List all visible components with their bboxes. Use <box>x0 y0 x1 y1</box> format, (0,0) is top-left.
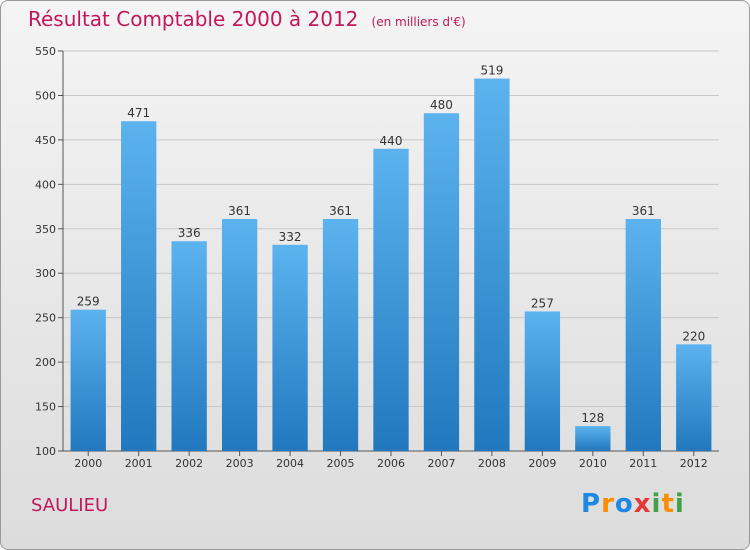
y-tick-label: 400 <box>35 178 56 191</box>
y-tick-label: 200 <box>35 356 56 369</box>
data-label: 471 <box>127 106 150 120</box>
data-label: 332 <box>279 230 302 244</box>
logo-letter: P <box>581 489 602 519</box>
bars <box>70 78 712 452</box>
x-tick-label: 2008 <box>478 457 506 470</box>
y-tick-label: 450 <box>35 134 56 147</box>
proxiti-logo: Proxiti <box>581 489 685 519</box>
logo-letter: i <box>651 489 662 519</box>
x-tick-label: 2007 <box>427 457 455 470</box>
x-tick-label: 2005 <box>327 457 355 470</box>
town-name: SAULIEU <box>31 495 109 516</box>
x-tick-label: 2011 <box>629 457 657 470</box>
x-tick-label: 2001 <box>125 457 153 470</box>
logo-letter: t <box>661 489 675 519</box>
chart-title: Résultat Comptable 2000 à 2012 (en milli… <box>28 7 466 31</box>
logo-letter: o <box>614 489 634 519</box>
y-tick-label: 500 <box>35 89 56 102</box>
bar <box>272 244 308 451</box>
y-tick-label: 300 <box>35 267 56 280</box>
data-label: 361 <box>632 204 655 218</box>
bar <box>423 113 460 451</box>
bar <box>625 219 661 451</box>
bar <box>474 78 510 452</box>
bar <box>676 344 712 451</box>
x-tick-label: 2006 <box>377 457 405 470</box>
data-label: 519 <box>480 64 503 78</box>
bar <box>221 219 258 451</box>
x-tick-label: 2000 <box>74 457 102 470</box>
logo-letter: x <box>633 489 652 519</box>
data-label: 480 <box>430 98 453 112</box>
logo-letter: i <box>674 489 685 519</box>
data-label: 259 <box>77 295 100 309</box>
chart-unit: (en milliers d'€) <box>371 15 466 29</box>
data-label: 257 <box>531 296 554 310</box>
bar <box>121 121 157 451</box>
x-tick-label: 2012 <box>680 457 708 470</box>
x-tick-label: 2010 <box>579 457 607 470</box>
data-label: 361 <box>228 204 251 218</box>
data-label: 440 <box>380 134 403 148</box>
labels: 100 150 200 250 300 350 400 450 500 550 259 2000 471… <box>35 45 708 470</box>
y-tick-label: 550 <box>35 45 56 58</box>
x-tick-label: 2002 <box>175 457 203 470</box>
bar <box>373 148 409 451</box>
data-label: 220 <box>682 329 705 343</box>
logo-letter: r <box>601 489 615 519</box>
x-tick-label: 2003 <box>226 457 254 470</box>
y-tick-label: 250 <box>35 312 56 325</box>
y-tick-label: 350 <box>35 223 56 236</box>
data-label: 361 <box>329 204 352 218</box>
y-tick-label: 100 <box>35 445 56 458</box>
bar <box>524 311 561 451</box>
data-label: 336 <box>178 226 201 240</box>
bar <box>70 309 106 451</box>
y-tick-label: 150 <box>35 401 56 414</box>
data-label: 128 <box>581 411 604 425</box>
chart-title-text: Résultat Comptable 2000 à 2012 <box>28 7 359 31</box>
bar <box>171 241 207 451</box>
bar <box>322 219 359 451</box>
bar <box>575 426 611 451</box>
x-tick-label: 2009 <box>528 457 556 470</box>
x-tick-label: 2004 <box>276 457 304 470</box>
